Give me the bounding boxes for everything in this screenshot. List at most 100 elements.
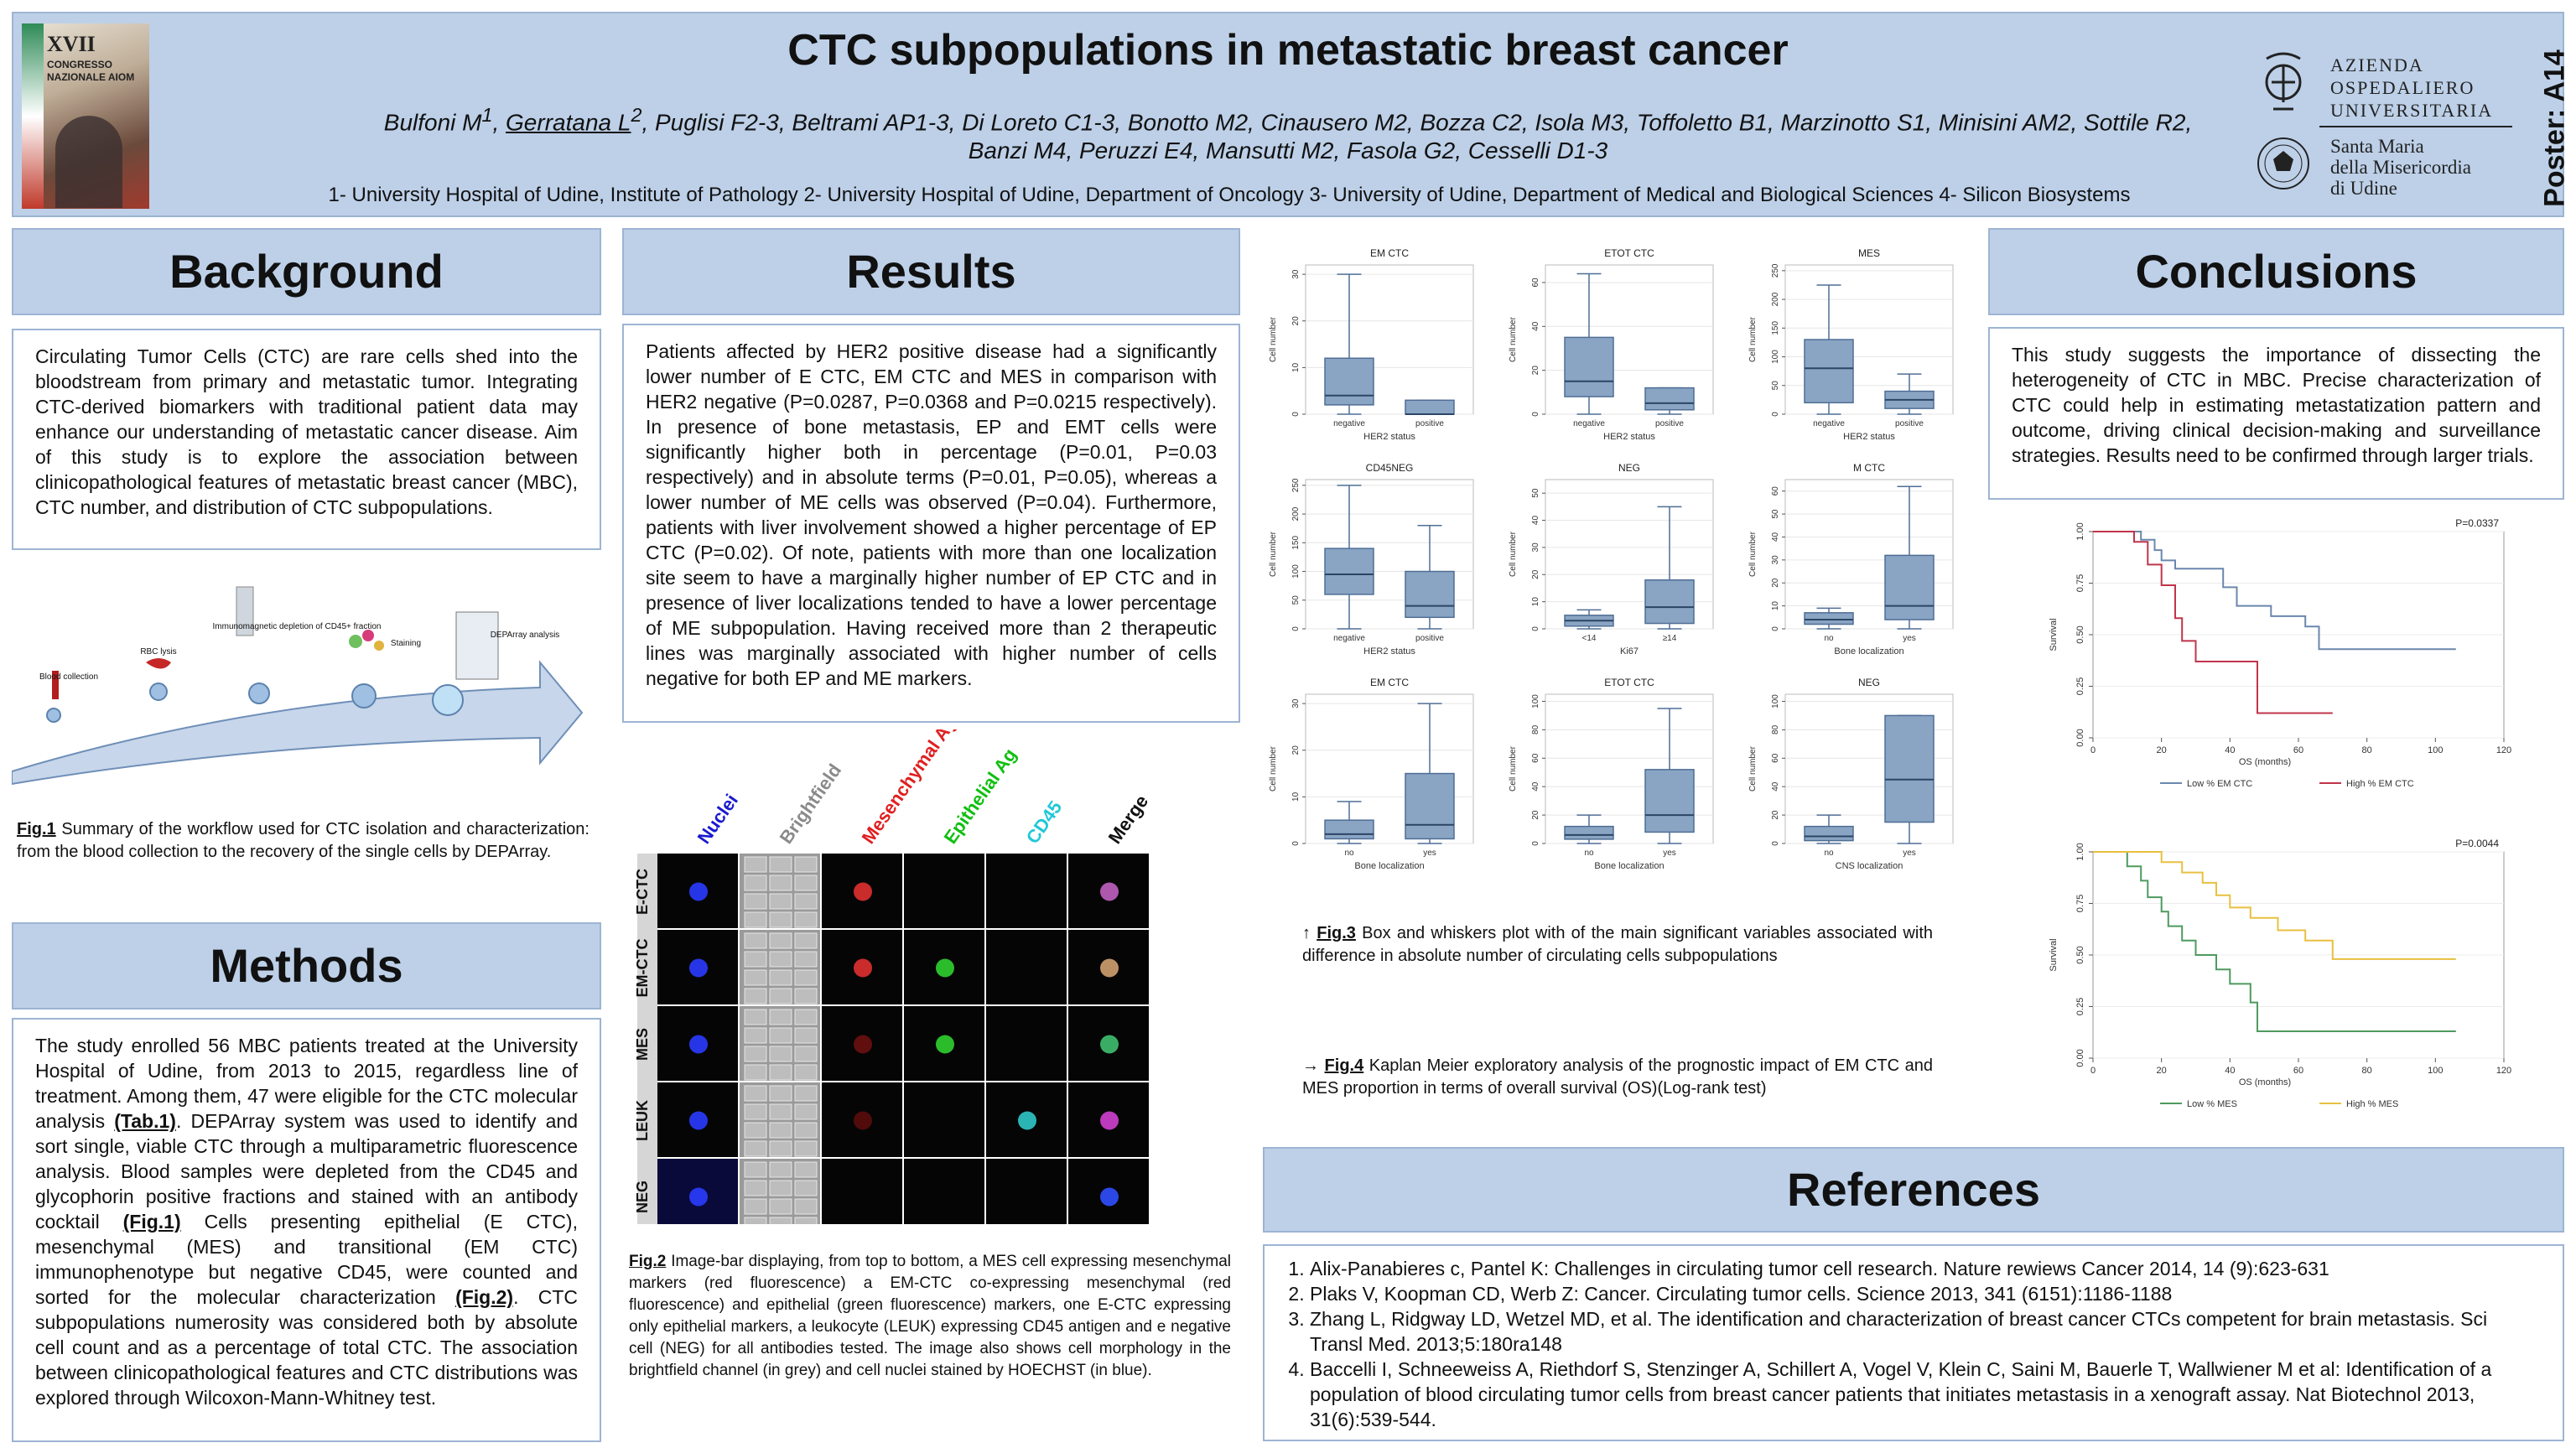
brightfield-well — [794, 969, 818, 986]
brightfield-well — [744, 856, 767, 873]
brightfield-well — [794, 1198, 818, 1215]
fig4-caption: → Fig.4 Kaplan Meier exploratory analysi… — [1302, 1056, 1933, 1098]
brightfield-well — [794, 856, 818, 873]
box — [1804, 612, 1854, 625]
y-tick-label: 200 — [1771, 292, 1780, 306]
boxplot-panel: EM CTC 0 10 20 30 Cell number no yes Bone locali… — [1269, 677, 1474, 871]
brightfield-well — [744, 932, 767, 949]
y-tick-label: 1.00 — [2075, 522, 2085, 540]
brightfield-well — [769, 1027, 792, 1044]
brightfield-well — [744, 1140, 767, 1157]
y-axis-label: Cell number — [1509, 316, 1518, 362]
y-tick-label: 0 — [1771, 841, 1780, 846]
x-tick-label: ≥14 — [1663, 634, 1677, 643]
brightfield-well — [794, 1140, 818, 1157]
author-rest: , Puglisi F2-3, Beltrami AP1-3, Di Loret… — [641, 109, 2193, 136]
y-tick-label: 150 — [1291, 536, 1301, 550]
brightfield-well — [744, 988, 767, 1004]
brightfield-well — [769, 1009, 792, 1025]
university-seal-icon — [2257, 138, 2309, 189]
y-tick-label: 250 — [1291, 478, 1301, 492]
poster-code: Poster: A14 — [2538, 49, 2571, 207]
y-tick-label: 0 — [1531, 841, 1540, 846]
legend-label: High % MES — [2346, 1099, 2398, 1109]
x-tick-label: 120 — [2496, 745, 2511, 755]
cell-spot — [936, 958, 954, 978]
y-tick-label: 60 — [1771, 753, 1780, 763]
p-value: P=0.0337 — [2455, 517, 2499, 529]
brightfield-well — [744, 1064, 767, 1081]
x-tick-label: no — [1824, 849, 1834, 858]
x-tick-label: 120 — [2496, 1066, 2511, 1076]
brightfield-well — [744, 951, 767, 968]
brightfield-well — [769, 875, 792, 891]
brightfield-well — [769, 1085, 792, 1102]
y-tick-label: 0.25 — [2075, 998, 2085, 1015]
background-heading: Background — [12, 228, 601, 315]
column-header: Epithelial Ag — [940, 745, 1021, 848]
box — [1884, 554, 1935, 620]
brightfield-well — [794, 1103, 818, 1120]
brightfield-well — [769, 1064, 792, 1081]
reference-item: Plaks V, Koopman CD, Werb Z: Cancer. Cir… — [1310, 1281, 2542, 1306]
cell-spot — [854, 882, 872, 901]
box — [1405, 772, 1455, 840]
y-tick-label: 60 — [1531, 753, 1540, 763]
brightfield-well — [744, 1122, 767, 1139]
y-tick-label: 0.75 — [2075, 895, 2085, 912]
column-header: CD45 — [1022, 797, 1067, 847]
brightfield-well — [794, 1217, 818, 1224]
y-tick-label: 30 — [1291, 698, 1301, 708]
y-tick-label: 30 — [1291, 269, 1301, 279]
x-tick-label: positive — [1655, 419, 1684, 428]
affiliations: 1- University Hospital of Udine, Institu… — [328, 184, 2131, 206]
brightfield-well — [794, 1046, 818, 1062]
y-tick-label: 0 — [1291, 412, 1301, 417]
box — [1644, 579, 1695, 625]
x-tick-label: 60 — [2293, 745, 2303, 755]
x-axis-label: HER2 status — [1363, 646, 1415, 657]
y-tick-label: 100 — [1771, 694, 1780, 708]
cell-spot — [1100, 958, 1119, 978]
y-tick-label: 40 — [1771, 781, 1780, 791]
brightfield-well — [769, 1217, 792, 1224]
poster-title: CTC subpopulations in metastatic breast … — [787, 26, 1789, 75]
x-tick-label: 100 — [2428, 745, 2443, 755]
brightfield-well — [769, 856, 792, 873]
x-tick-label: <14 — [1582, 634, 1597, 643]
x-tick-label: yes — [1903, 634, 1916, 643]
brightfield-well — [794, 932, 818, 949]
brightfield-well — [744, 969, 767, 986]
x-tick-label: no — [1824, 634, 1834, 643]
brightfield-well — [769, 951, 792, 968]
boxplot-grid: EM CTC 0 10 20 30 Cell number negative positive… — [1269, 247, 1954, 871]
brightfield-well — [744, 1180, 767, 1196]
y-axis-label: Cell number — [1748, 745, 1758, 791]
box — [1644, 387, 1695, 411]
row-label: MES — [634, 1028, 651, 1061]
author-presenting: Gerratana L — [506, 109, 631, 136]
y-axis-label: Cell number — [1748, 316, 1758, 362]
boxplot-title: EM CTC — [1370, 677, 1409, 688]
boxplot-title: ETOT CTC — [1604, 677, 1654, 688]
y-axis-label: Cell number — [1269, 531, 1278, 577]
results-text: Patients affected by HER2 positive disea… — [622, 324, 1240, 723]
x-tick-label: negative — [1333, 419, 1365, 428]
author-list: Bulfoni M1, Gerratana L2, Puglisi F2-3, … — [383, 104, 2193, 164]
methods-ref-fig1: (Fig.1) — [122, 1211, 181, 1233]
x-tick-label: yes — [1663, 849, 1676, 858]
workflow-step-depletion: Immunomagnetic depletion of CD45+ fracti… — [213, 622, 382, 631]
boxplot-panel: EM CTC 0 10 20 30 Cell number negative positive… — [1269, 247, 1474, 442]
brightfield-well — [794, 1064, 818, 1081]
brightfield-well — [794, 951, 818, 968]
box — [1324, 548, 1374, 595]
brightfield-well — [769, 893, 792, 910]
x-tick-label: 0 — [2090, 745, 2096, 755]
y-tick-label: 10 — [1291, 791, 1301, 802]
boxplot-title: NEG — [1858, 677, 1880, 688]
y-tick-label: 40 — [1531, 781, 1540, 791]
brightfield-well — [769, 1140, 792, 1157]
y-tick-label: 40 — [1771, 532, 1780, 542]
brightfield-well — [744, 1103, 767, 1120]
fig3-caption: ↑ Fig.3 Box and whiskers plot with of th… — [1302, 924, 1934, 965]
